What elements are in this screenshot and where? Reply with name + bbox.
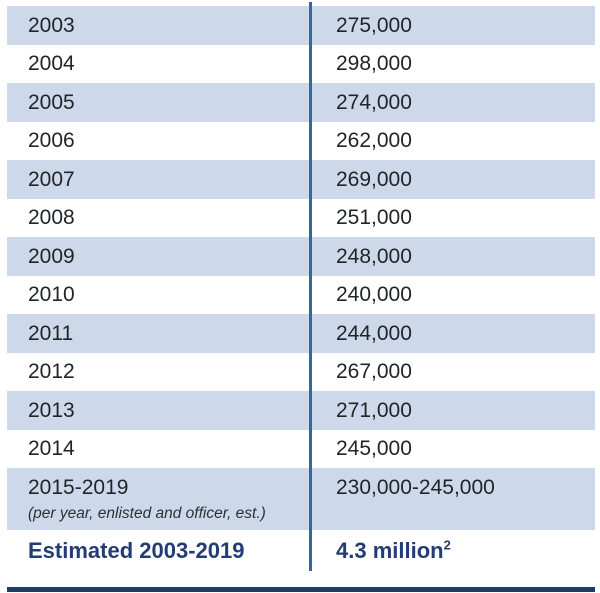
summary-value-cell: 4.3 million2	[309, 538, 595, 564]
value-label: 251,000	[336, 206, 412, 230]
summary-row: Estimated 2003-2019 4.3 million2	[7, 530, 595, 572]
year-cell: 2012	[7, 359, 309, 384]
table-row: 2010 240,000	[7, 276, 595, 315]
year-label: 2015-2019	[28, 476, 129, 499]
value-cell: 274,000	[309, 90, 595, 115]
table-row: 2005 274,000	[7, 83, 595, 122]
value-label: 298,000	[336, 52, 412, 76]
year-cell: 2003	[7, 13, 309, 38]
year-label: 2005	[28, 90, 75, 114]
value-cell: 245,000	[309, 436, 595, 461]
column-divider	[309, 2, 312, 571]
value-label: 269,000	[336, 167, 412, 191]
table-row: 2011 244,000	[7, 314, 595, 353]
value-label: 245,000	[336, 437, 412, 461]
value-cell: 269,000	[309, 167, 595, 192]
value-label: 240,000	[336, 283, 412, 307]
table-row: 2015-2019 (per year, enlisted and office…	[7, 468, 595, 530]
summary-value: 4.3 million	[336, 537, 444, 563]
value-cell: 240,000	[309, 282, 595, 307]
year-label: 2008	[28, 206, 75, 230]
year-cell: 2015-2019 (per year, enlisted and office…	[7, 475, 309, 523]
year-label: 2013	[28, 398, 75, 422]
table-row: 2013 271,000	[7, 391, 595, 430]
value-cell: 230,000-245,000	[309, 475, 595, 500]
value-cell: 298,000	[309, 51, 595, 76]
year-label: 2012	[28, 360, 75, 384]
year-cell: 2006	[7, 128, 309, 153]
year-cell: 2004	[7, 51, 309, 76]
table-rows: 2003 275,000 2004 298,000 2005 274,000 2…	[7, 6, 595, 530]
bottom-border-rule	[7, 587, 595, 592]
year-label: 2014	[28, 437, 75, 461]
year-cell: 2010	[7, 282, 309, 307]
year-cell: 2007	[7, 167, 309, 192]
year-label: 2006	[28, 129, 75, 153]
value-cell: 271,000	[309, 398, 595, 423]
year-label: 2004	[28, 52, 75, 76]
value-cell: 244,000	[309, 321, 595, 346]
year-label: 2003	[28, 13, 75, 37]
table-row: 2008 251,000	[7, 199, 595, 238]
table-row: 2007 269,000	[7, 160, 595, 199]
value-cell: 275,000	[309, 13, 595, 38]
value-label: 248,000	[336, 244, 412, 268]
year-note: (per year, enlisted and officer, est.)	[28, 505, 266, 523]
value-cell: 251,000	[309, 205, 595, 230]
year-label: 2011	[28, 321, 74, 345]
value-label: 262,000	[336, 129, 412, 153]
summary-footnote-marker: 2	[443, 537, 451, 553]
year-label: 2010	[28, 283, 75, 307]
value-label: 274,000	[336, 90, 412, 114]
value-label: 244,000	[336, 321, 412, 345]
table-row: 2004 298,000	[7, 45, 595, 84]
year-cell: 2009	[7, 244, 309, 269]
summary-label: Estimated 2003-2019	[28, 537, 245, 563]
year-cell: 2008	[7, 205, 309, 230]
value-cell: 262,000	[309, 128, 595, 153]
value-cell: 248,000	[309, 244, 595, 269]
value-label: 271,000	[336, 398, 412, 422]
value-cell: 267,000	[309, 359, 595, 384]
value-label: 230,000-245,000	[336, 476, 495, 499]
year-cell: 2014	[7, 436, 309, 461]
value-label: 267,000	[336, 360, 412, 384]
table-row: 2009 248,000	[7, 237, 595, 276]
year-cell: 2013	[7, 398, 309, 423]
table-row: 2003 275,000	[7, 6, 595, 45]
table-row: 2006 262,000	[7, 122, 595, 161]
recruitment-table: 2003 275,000 2004 298,000 2005 274,000 2…	[7, 6, 595, 572]
table-row: 2014 245,000	[7, 430, 595, 469]
year-cell: 2011	[7, 321, 309, 346]
table-row: 2012 267,000	[7, 353, 595, 392]
year-cell: 2005	[7, 90, 309, 115]
year-label: 2007	[28, 167, 75, 191]
year-label: 2009	[28, 244, 75, 268]
value-label: 275,000	[336, 13, 412, 37]
